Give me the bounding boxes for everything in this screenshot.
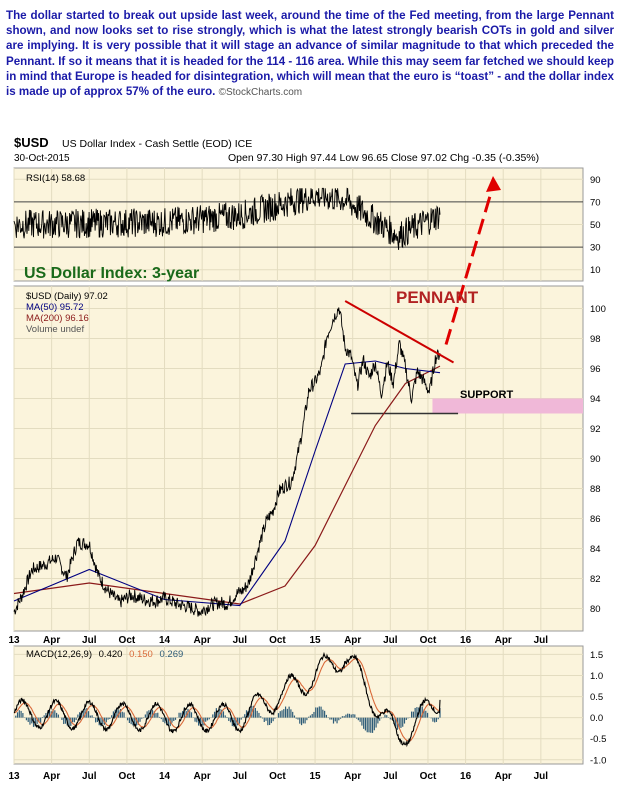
macd-tick-label: 1.0	[590, 671, 603, 682]
legend-ma200: MA(200) 96.16	[26, 313, 89, 324]
x-tick-label: 13	[8, 771, 20, 782]
rsi-tick-label: 10	[590, 265, 601, 276]
rsi-series	[13, 187, 441, 250]
x-tick-label: Apr	[194, 771, 211, 782]
x-tick-label: Apr	[43, 635, 60, 646]
price-line	[13, 307, 441, 617]
x-tick-label: Jul	[534, 635, 549, 646]
macd-tick-label: -1.0	[590, 755, 606, 766]
pennant-trendline	[344, 300, 455, 364]
x-tick-label: Oct	[119, 635, 136, 646]
y-tick-label: 86	[590, 514, 601, 525]
macd-tick-label: 1.5	[590, 650, 603, 661]
x-tick-label: Jul	[82, 635, 97, 646]
x-tick-label: 14	[159, 635, 171, 646]
x-tick-label: Oct	[420, 635, 437, 646]
x-tick-label: 14	[159, 771, 171, 782]
x-tick-label: Jul	[82, 771, 97, 782]
x-tick-label: Jul	[383, 771, 398, 782]
y-tick-label: 100	[590, 304, 606, 315]
x-tick-label: Apr	[344, 635, 361, 646]
macd-label-name: MACD(12,26,9)	[26, 649, 92, 660]
chart-date: 30-Oct-2015	[14, 153, 70, 164]
instrument-name: US Dollar Index - Cash Settle (EOD) ICE	[62, 138, 252, 150]
macd-panel	[13, 645, 584, 765]
commentary-text: The dollar started to break out upside l…	[6, 9, 614, 99]
x-tick-label: Oct	[119, 771, 136, 782]
macd-label: MACD(12,26,9) 0.420 0.150 0.269	[26, 649, 183, 660]
axis-ticks: 13 13 Apr Apr Jul Jul Oct Oct 14 14 Apr Apr Jul Jul Oc…	[8, 175, 606, 782]
x-tick-label: Oct	[269, 771, 286, 782]
y-tick-label: 88	[590, 484, 601, 495]
legend-volume: Volume undef	[26, 324, 84, 335]
x-tick-label: 15	[309, 771, 321, 782]
x-tick-label: 13	[8, 635, 20, 646]
x-tick-label: 16	[460, 771, 472, 782]
x-tick-label: 15	[309, 635, 321, 646]
projection-arrowhead	[486, 176, 501, 192]
legend-ma50: MA(50) 95.72	[26, 302, 84, 313]
rsi-tick-label: 50	[590, 220, 601, 231]
commentary: The dollar started to break out upside l…	[6, 8, 614, 100]
y-tick-label: 94	[590, 394, 601, 405]
support-label: SUPPORT	[460, 389, 513, 401]
y-tick-label: 82	[590, 574, 601, 585]
macd-line	[13, 651, 441, 748]
x-tick-label: Jul	[233, 771, 248, 782]
y-tick-label: 80	[590, 604, 601, 615]
x-tick-label: Jul	[383, 635, 398, 646]
x-tick-label: Apr	[43, 771, 60, 782]
copyright: ©StockCharts.com	[218, 87, 303, 99]
ohlc-readout: Open 97.30 High 97.44 Low 96.65 Close 97…	[228, 152, 539, 164]
projection-arrow	[444, 185, 495, 345]
x-tick-label: Jul	[233, 635, 248, 646]
y-tick-label: 98	[590, 334, 601, 345]
y-tick-label: 92	[590, 424, 601, 435]
x-tick-label: Apr	[194, 635, 211, 646]
x-tick-label: Jul	[534, 771, 549, 782]
x-tick-label: 16	[460, 635, 472, 646]
macd-label-value: 0.420	[99, 649, 123, 660]
y-tick-label: 84	[590, 544, 601, 555]
price-series	[13, 176, 501, 617]
y-tick-label: 90	[590, 454, 601, 465]
rsi-tick-label: 30	[590, 243, 601, 254]
x-tick-label: Apr	[344, 771, 361, 782]
pennant-label: PENNANT	[396, 288, 479, 307]
macd-label-signal: 0.150	[129, 649, 153, 660]
macd-tick-label: 0.0	[590, 713, 603, 724]
gridlines	[13, 168, 583, 764]
x-tick-label: Oct	[420, 771, 437, 782]
y-tick-label: 96	[590, 364, 601, 375]
macd-label-hist: 0.269	[159, 649, 183, 660]
x-tick-label: Apr	[495, 635, 512, 646]
chart-title: US Dollar Index: 3-year	[24, 265, 199, 282]
macd-tick-label: -0.5	[590, 734, 606, 745]
ma50-line	[13, 360, 441, 607]
x-tick-label: Oct	[269, 635, 286, 646]
macd-tick-label: 0.5	[590, 692, 603, 703]
symbol: $USD	[14, 135, 49, 150]
ma200-line	[13, 365, 441, 605]
rsi-tick-label: 90	[590, 175, 601, 186]
x-tick-label: Apr	[495, 771, 512, 782]
support-band	[432, 398, 583, 414]
rsi-line	[13, 187, 441, 250]
legend-price: $USD (Daily) 97.02	[26, 291, 108, 302]
rsi-tick-label: 70	[590, 197, 601, 208]
macd-series	[13, 651, 441, 748]
rsi-label: RSI(14) 58.68	[26, 173, 85, 184]
